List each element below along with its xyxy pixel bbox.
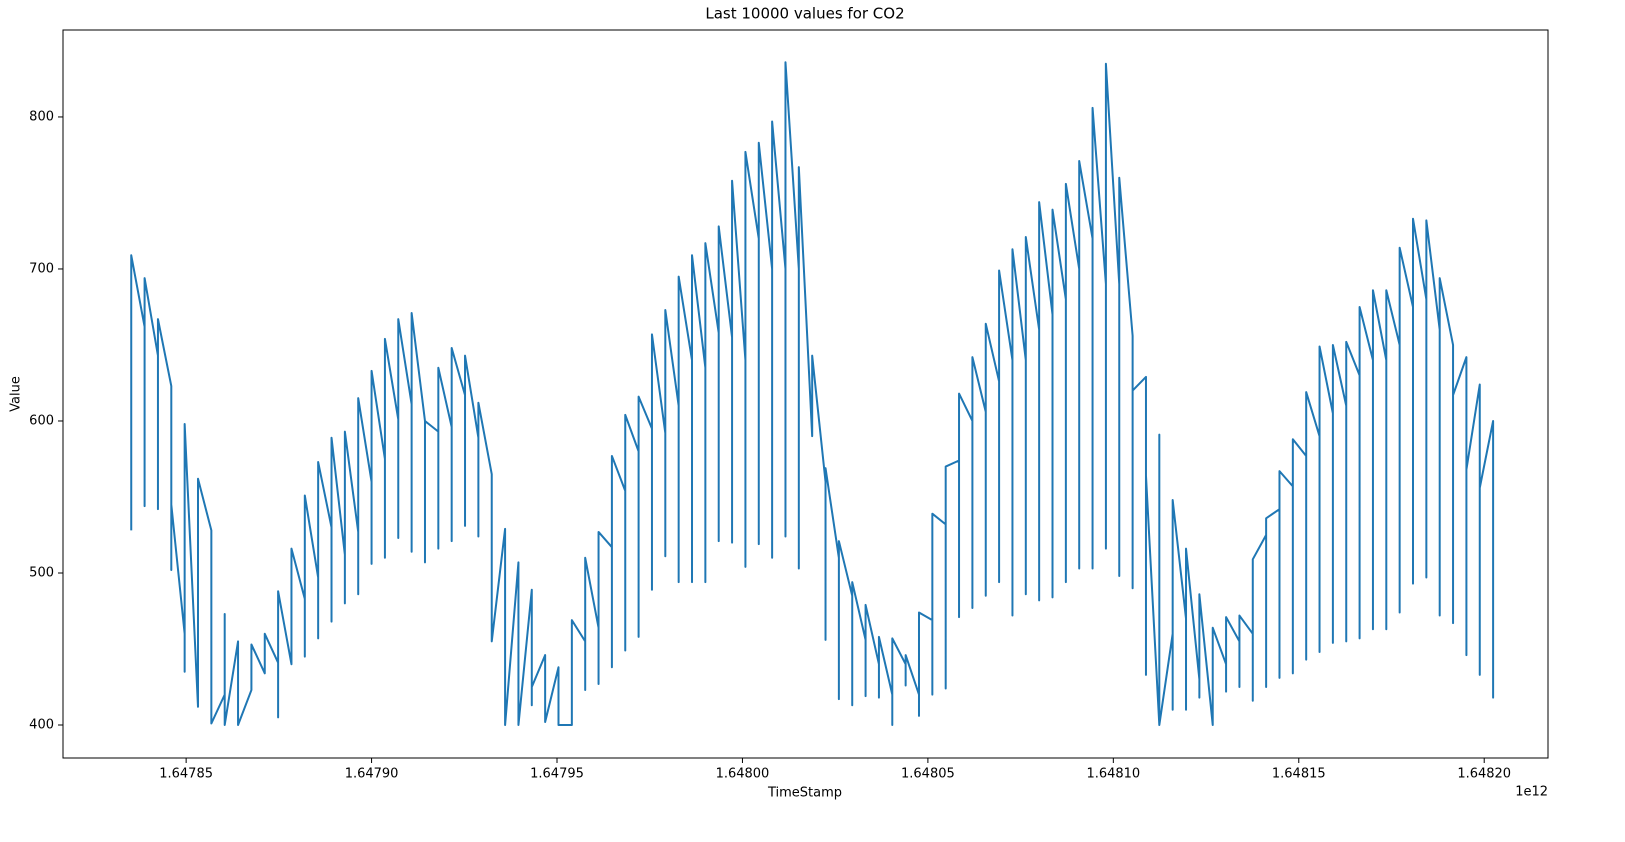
y-tick-label: 700 — [29, 261, 54, 276]
x-tick-label: 1.64795 — [530, 767, 584, 782]
x-tick-label: 1.64805 — [901, 767, 955, 782]
x-tick-label: 1.64810 — [1086, 767, 1140, 782]
y-tick-label: 400 — [29, 718, 54, 733]
x-tick-label: 1.64800 — [716, 767, 770, 782]
x-tick-label: 1.64820 — [1457, 767, 1511, 782]
chart-title: Last 10000 values for CO2 — [705, 5, 904, 23]
plot-frame — [62, 29, 1549, 759]
y-tick-label: 800 — [29, 109, 54, 124]
x-axis-label: TimeStamp — [767, 786, 842, 801]
x-tick-label: 1.64785 — [159, 767, 213, 782]
data-line — [130, 61, 1495, 727]
x-tick-label: 1.64815 — [1272, 767, 1326, 782]
y-tick-label: 500 — [29, 565, 54, 580]
y-axis-label: Value — [9, 376, 24, 412]
y-tick-label: 600 — [29, 413, 54, 428]
x-tick-label: 1.64790 — [345, 767, 399, 782]
x-offset-label: 1e12 — [1515, 785, 1548, 800]
